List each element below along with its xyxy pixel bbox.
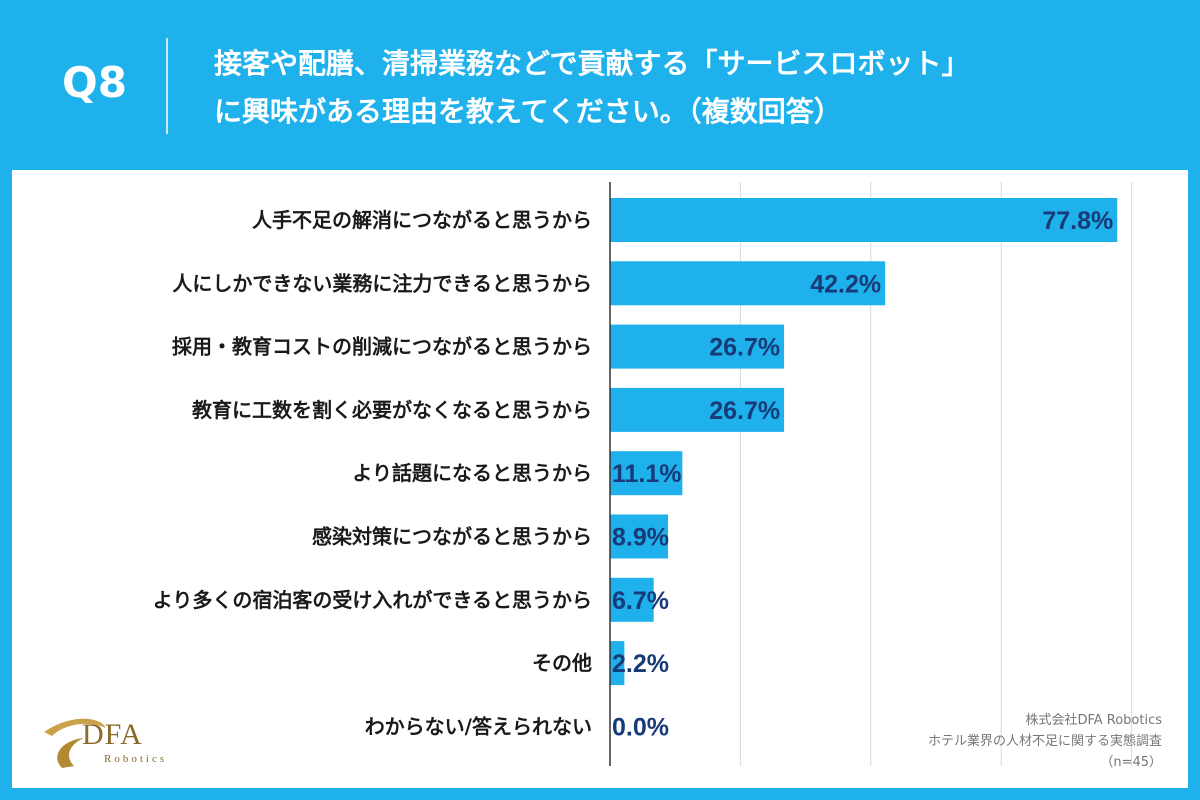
category-label: より多くの宿泊客の受け入れができると思うから [153,588,592,612]
bar [610,577,654,622]
bar [610,451,683,496]
value-label: 26.7% [709,334,780,362]
question-title-line-2: に興味がある理由を教えてください。（複数回答） [214,95,842,128]
bar [610,387,785,432]
question-title-line-1: 接客や配膳、清掃業務などで貢献する「サービスロボット」 [214,47,970,80]
dfa-logo-icon [44,718,106,768]
value-label: 2.2% [612,650,669,678]
bar-chart: 人手不足の解消につながると思うから人にしかできない業務に注力できると思うから採用… [153,182,1133,766]
bar [610,198,1118,242]
bars [610,198,1118,686]
category-label: 教育に工数を割く必要がなくなると思うから [192,398,592,422]
value-label: 8.9% [612,524,669,552]
logo-subtitle: Robotics [104,753,168,765]
category-label: 採用・教育コストの削減につながると思うから [172,335,592,359]
value-label: 26.7% [709,397,780,425]
value-label: 42.2% [810,270,881,298]
category-label: より話題になると思うから [352,461,592,485]
source-sample-size: （n=45） [1100,755,1162,770]
source-survey: ホテル業界の人材不足に関する実態調査 [927,734,1162,749]
value-labels: 77.8% 42.2% 26.7% 26.7% 11.1% 8.9% 6.7% 2.2% 0.0… [612,207,1113,741]
header-divider [166,38,168,134]
value-label: 0.0% [612,713,669,741]
category-labels: 人手不足の解消につながると思うから人にしかできない業務に注力できると思うから採用… [153,208,592,738]
category-label: わからない/答えられない [365,714,592,738]
question-title: 接客や配膳、清掃業務などで貢献する「サービスロボット」 に興味がある理由を教えて… [214,40,1174,136]
source-note: 株式会社DFA Robotics ホテル業界の人材不足に関する実態調査 （n=4… [928,710,1162,773]
category-label: 人にしかできない業務に注力できると思うから [172,271,592,295]
category-label: その他 [532,651,592,675]
bar [610,514,669,559]
value-label: 6.7% [612,587,669,615]
header: Q8 接客や配膳、清掃業務などで貢献する「サービスロボット」 に興味がある理由を… [0,0,1200,168]
value-label: 77.8% [1042,207,1113,235]
logo-name: DFA [82,718,143,751]
bar [610,261,886,306]
question-number: Q8 [62,58,127,107]
chart-panel: 人手不足の解消につながると思うから人にしかできない業務に注力できると思うから 採用… [12,170,1188,788]
category-label: 人手不足の解消につながると思うから [252,208,592,232]
category-label: 感染対策につながると思うから [312,525,592,549]
value-label: 11.1% [612,460,682,488]
source-company: 株式会社DFA Robotics [1025,713,1162,728]
bar [610,324,785,369]
bar [610,641,625,686]
